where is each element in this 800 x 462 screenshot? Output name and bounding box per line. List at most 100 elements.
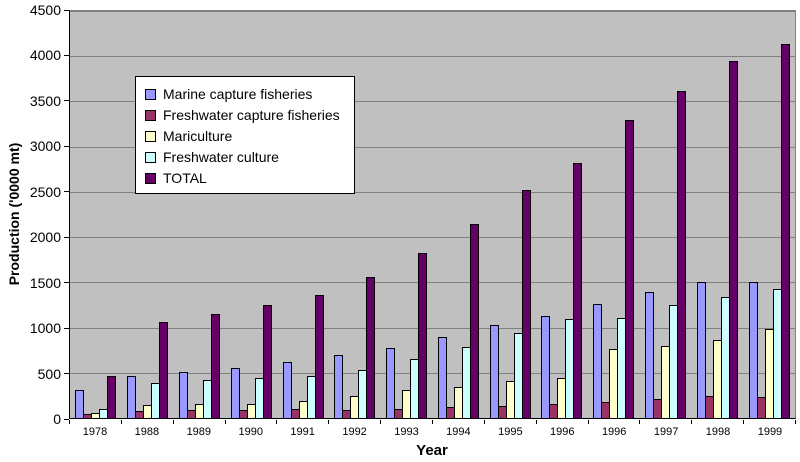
gridline xyxy=(70,327,795,329)
x-tick-label: 1993 xyxy=(394,426,419,438)
bar-total xyxy=(625,119,635,418)
y-tick-mark xyxy=(64,145,69,147)
x-tick-mark xyxy=(640,420,693,424)
bar-total xyxy=(676,90,686,418)
gridline xyxy=(70,146,795,148)
x-tick-mark xyxy=(122,420,174,424)
gridline xyxy=(70,56,795,58)
legend-label: Freshwater capture fisheries xyxy=(163,107,340,123)
gridline xyxy=(70,101,795,103)
gridline xyxy=(70,191,795,193)
bar-marine-capture-fisheries xyxy=(437,336,447,418)
y-tick-mark xyxy=(64,282,69,284)
legend-label: Freshwater culture xyxy=(163,149,279,165)
legend-swatch-icon xyxy=(145,109,156,121)
bar-marine-capture-fisheries xyxy=(696,282,706,418)
x-tick-label: 1995 xyxy=(498,426,523,438)
bar-group-1993 xyxy=(381,11,433,418)
bar-group-1995 xyxy=(484,11,536,418)
y-tick-label: 4000 xyxy=(29,47,61,64)
y-tick-label: 3500 xyxy=(29,92,61,109)
bar-marine-capture-fisheries xyxy=(178,371,188,418)
x-tick-mark xyxy=(226,420,278,424)
x-tick-mark xyxy=(537,420,589,424)
x-tick-mark xyxy=(744,420,797,424)
bar-total xyxy=(314,295,324,418)
legend-swatch-icon xyxy=(145,151,156,163)
plot-area xyxy=(69,10,796,419)
gridline xyxy=(70,282,795,284)
bar-group-1996 xyxy=(536,11,588,418)
y-tick-mark xyxy=(64,327,69,329)
bar-total xyxy=(159,321,169,418)
bar-group-1978 xyxy=(70,11,122,418)
bar-marine-capture-fisheries xyxy=(230,367,240,418)
bar-marine-capture-fisheries xyxy=(644,292,654,418)
bar-total xyxy=(573,162,583,418)
x-tick-mark xyxy=(277,420,330,424)
y-tick-label: 3000 xyxy=(29,138,61,155)
legend-entry: Freshwater culture xyxy=(145,149,340,165)
x-tick-mark xyxy=(69,420,122,424)
bar-marine-capture-fisheries xyxy=(334,355,344,418)
bar-group-1990 xyxy=(225,11,277,418)
bar-total xyxy=(107,375,117,418)
y-tick-label: 1500 xyxy=(29,274,61,291)
bar-marine-capture-fisheries xyxy=(489,324,499,418)
y-tick-mark xyxy=(64,100,69,102)
gridline xyxy=(70,11,795,12)
legend-swatch-icon xyxy=(145,88,156,100)
x-tick-label: 1994 xyxy=(446,426,471,438)
y-tick-mark xyxy=(64,236,69,238)
y-axis-tick-marks xyxy=(64,9,69,420)
bar-total xyxy=(366,276,376,418)
y-tick-mark xyxy=(64,9,69,11)
x-axis-tick-labels: 1978 1988 1989 1990 1991 1992 1993 1994 1995 1996… xyxy=(69,426,796,438)
x-tick-label: 1998 xyxy=(705,426,731,438)
bar-group-1996 xyxy=(588,11,640,418)
x-tick-label: 1996 xyxy=(550,426,575,438)
bar-marine-capture-fisheries xyxy=(748,282,758,418)
x-tick-mark xyxy=(433,420,485,424)
legend-swatch-icon xyxy=(145,172,156,184)
gridline xyxy=(70,372,795,374)
x-tick-label: 1988 xyxy=(134,426,160,438)
bar-total xyxy=(418,253,428,418)
legend-entry: Freshwater capture fisheries xyxy=(145,107,340,123)
x-tick-label: 1991 xyxy=(290,426,315,438)
legend-entry: TOTAL xyxy=(145,170,340,186)
x-tick-mark xyxy=(174,420,226,424)
bar-marine-capture-fisheries xyxy=(593,304,603,418)
bar-marine-capture-fisheries xyxy=(75,389,85,418)
bar-marine-capture-fisheries xyxy=(282,362,292,418)
bar-group-1991 xyxy=(277,11,329,418)
x-tick-mark xyxy=(381,420,434,424)
legend: Marine capture fisheries Freshwater captu… xyxy=(135,76,355,194)
x-tick-label: 1978 xyxy=(82,426,108,438)
bar-groups xyxy=(70,11,795,418)
y-tick-label: 2000 xyxy=(29,229,61,246)
bar-total xyxy=(210,313,220,418)
x-tick-label: 1997 xyxy=(653,426,679,438)
y-tick-label: 1000 xyxy=(29,320,61,337)
bar-group-1994 xyxy=(432,11,484,418)
bar-marine-capture-fisheries xyxy=(541,315,551,418)
x-tick-mark xyxy=(329,420,382,424)
y-tick-mark xyxy=(64,191,69,193)
bar-total xyxy=(469,223,479,418)
x-tick-label: 1999 xyxy=(757,426,783,438)
x-tick-label: 1996 xyxy=(601,426,627,438)
bar-group-1999 xyxy=(743,11,795,418)
x-axis-tick-marks xyxy=(69,420,797,424)
bar-total xyxy=(262,305,272,418)
legend-entry: Mariculture xyxy=(145,128,340,144)
x-tick-mark xyxy=(692,420,745,424)
bar-total xyxy=(780,44,790,418)
y-tick-mark xyxy=(64,54,69,56)
bar-marine-capture-fisheries xyxy=(386,347,396,418)
x-axis-title: Year xyxy=(416,442,448,459)
bar-group-1988 xyxy=(122,11,174,418)
y-tick-mark xyxy=(64,373,69,375)
y-axis-tick-labels: 0 500 1000 1500 2000 2500 3000 3500 4000 4500 xyxy=(0,2,61,427)
